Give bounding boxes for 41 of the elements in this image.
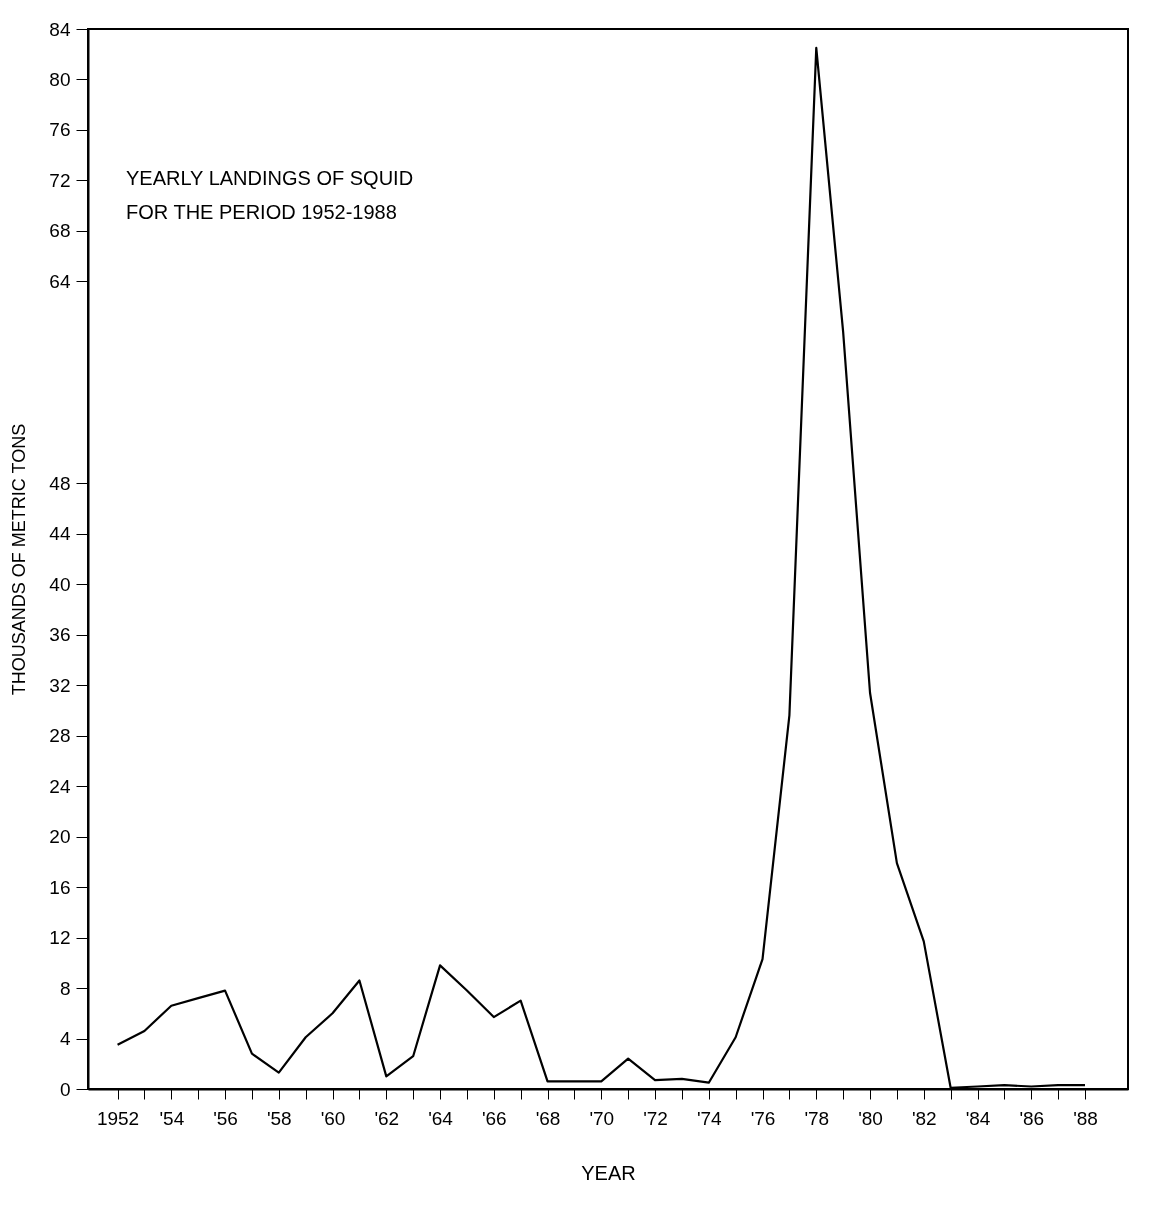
x-tick-label: '84 [965, 1107, 991, 1129]
y-tick-label: 16 [49, 876, 71, 898]
y-tick-label: 76 [49, 119, 71, 141]
y-tick-label: 32 [49, 674, 71, 696]
y-tick-label: 36 [49, 624, 71, 646]
y-tick-label: 64 [49, 270, 71, 292]
x-tick-label: '74 [696, 1107, 723, 1129]
x-tick-label: '60 [320, 1107, 346, 1129]
x-tick-label: '64 [428, 1107, 454, 1129]
x-tick-label: '66 [481, 1107, 507, 1129]
y-tick-label: 0 [59, 1078, 71, 1100]
y-tick-label: 48 [49, 472, 71, 494]
x-tick-label: '62 [374, 1107, 400, 1129]
x-tick-label: '86 [1019, 1107, 1045, 1129]
y-tick-label: 20 [49, 826, 71, 848]
x-axis-title: YEAR [581, 1161, 636, 1184]
x-tick-label: '70 [589, 1107, 615, 1129]
x-tick-label: '56 [213, 1107, 238, 1129]
x-tick-label: '88 [1073, 1107, 1098, 1129]
x-tick-label: '80 [858, 1107, 883, 1129]
y-tick-label: 72 [49, 169, 71, 191]
x-tick-label: '58 [266, 1107, 292, 1129]
y-tick-label: 28 [49, 725, 71, 747]
x-tick-label: '72 [643, 1107, 668, 1129]
y-tick-label: 4 [59, 1028, 71, 1050]
y-axis-title: THOUSANDS OF METRIC TONS [9, 423, 30, 696]
x-tick-label: '82 [911, 1107, 937, 1129]
x-tick-label: '76 [750, 1107, 776, 1129]
y-tick-label: 80 [49, 68, 71, 90]
x-tick-label: '54 [159, 1107, 185, 1129]
y-tick-label: 84 [49, 18, 71, 40]
text: YEARLY LANDINGS OF SQUID FOR THE PERIOD 1952-1988 [126, 167, 414, 223]
y-tick-label: 8 [59, 977, 71, 999]
x-tick-label: '78 [804, 1107, 830, 1129]
y-tick-label: 68 [49, 220, 71, 242]
y-tick-label: 40 [49, 573, 71, 595]
y-tick-label: 44 [49, 523, 71, 545]
y-tick-label: 24 [49, 775, 71, 797]
x-tick-label: 1952 [96, 1107, 140, 1129]
y-tick-label: 12 [49, 927, 71, 949]
x-tick-label: '68 [535, 1107, 561, 1129]
